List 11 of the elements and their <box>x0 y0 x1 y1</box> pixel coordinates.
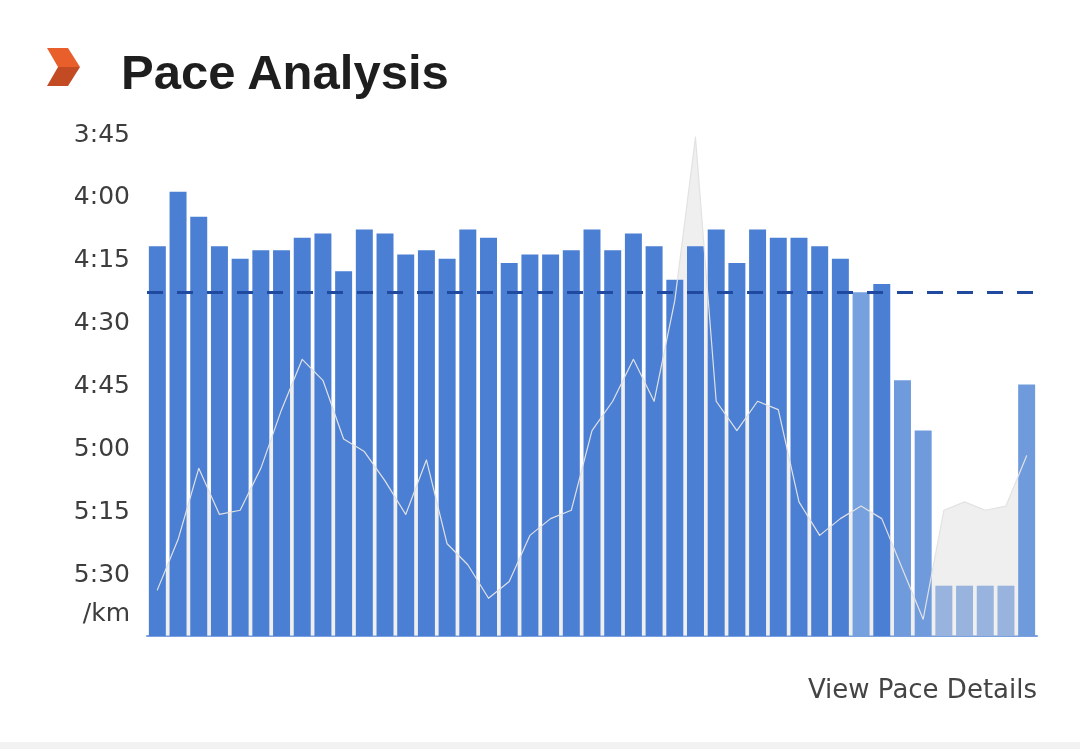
y-tick-label: 4:15 <box>73 244 130 274</box>
chart-title: Pace Analysis <box>121 44 449 99</box>
text: View Pace Details <box>807 674 1038 704</box>
y-tick-label: 5:00 <box>73 432 130 462</box>
y-axis-title: /km <box>82 597 130 627</box>
y-tick-label: 3:45 <box>73 118 130 148</box>
y-tick-label: 5:15 <box>73 495 130 525</box>
y-tick-label: 5:30 <box>73 558 130 588</box>
y-tick-label: 4:45 <box>73 370 130 399</box>
y-tick-label: 4:00 <box>73 181 130 211</box>
y-tick-label: 4:30 <box>73 307 130 337</box>
